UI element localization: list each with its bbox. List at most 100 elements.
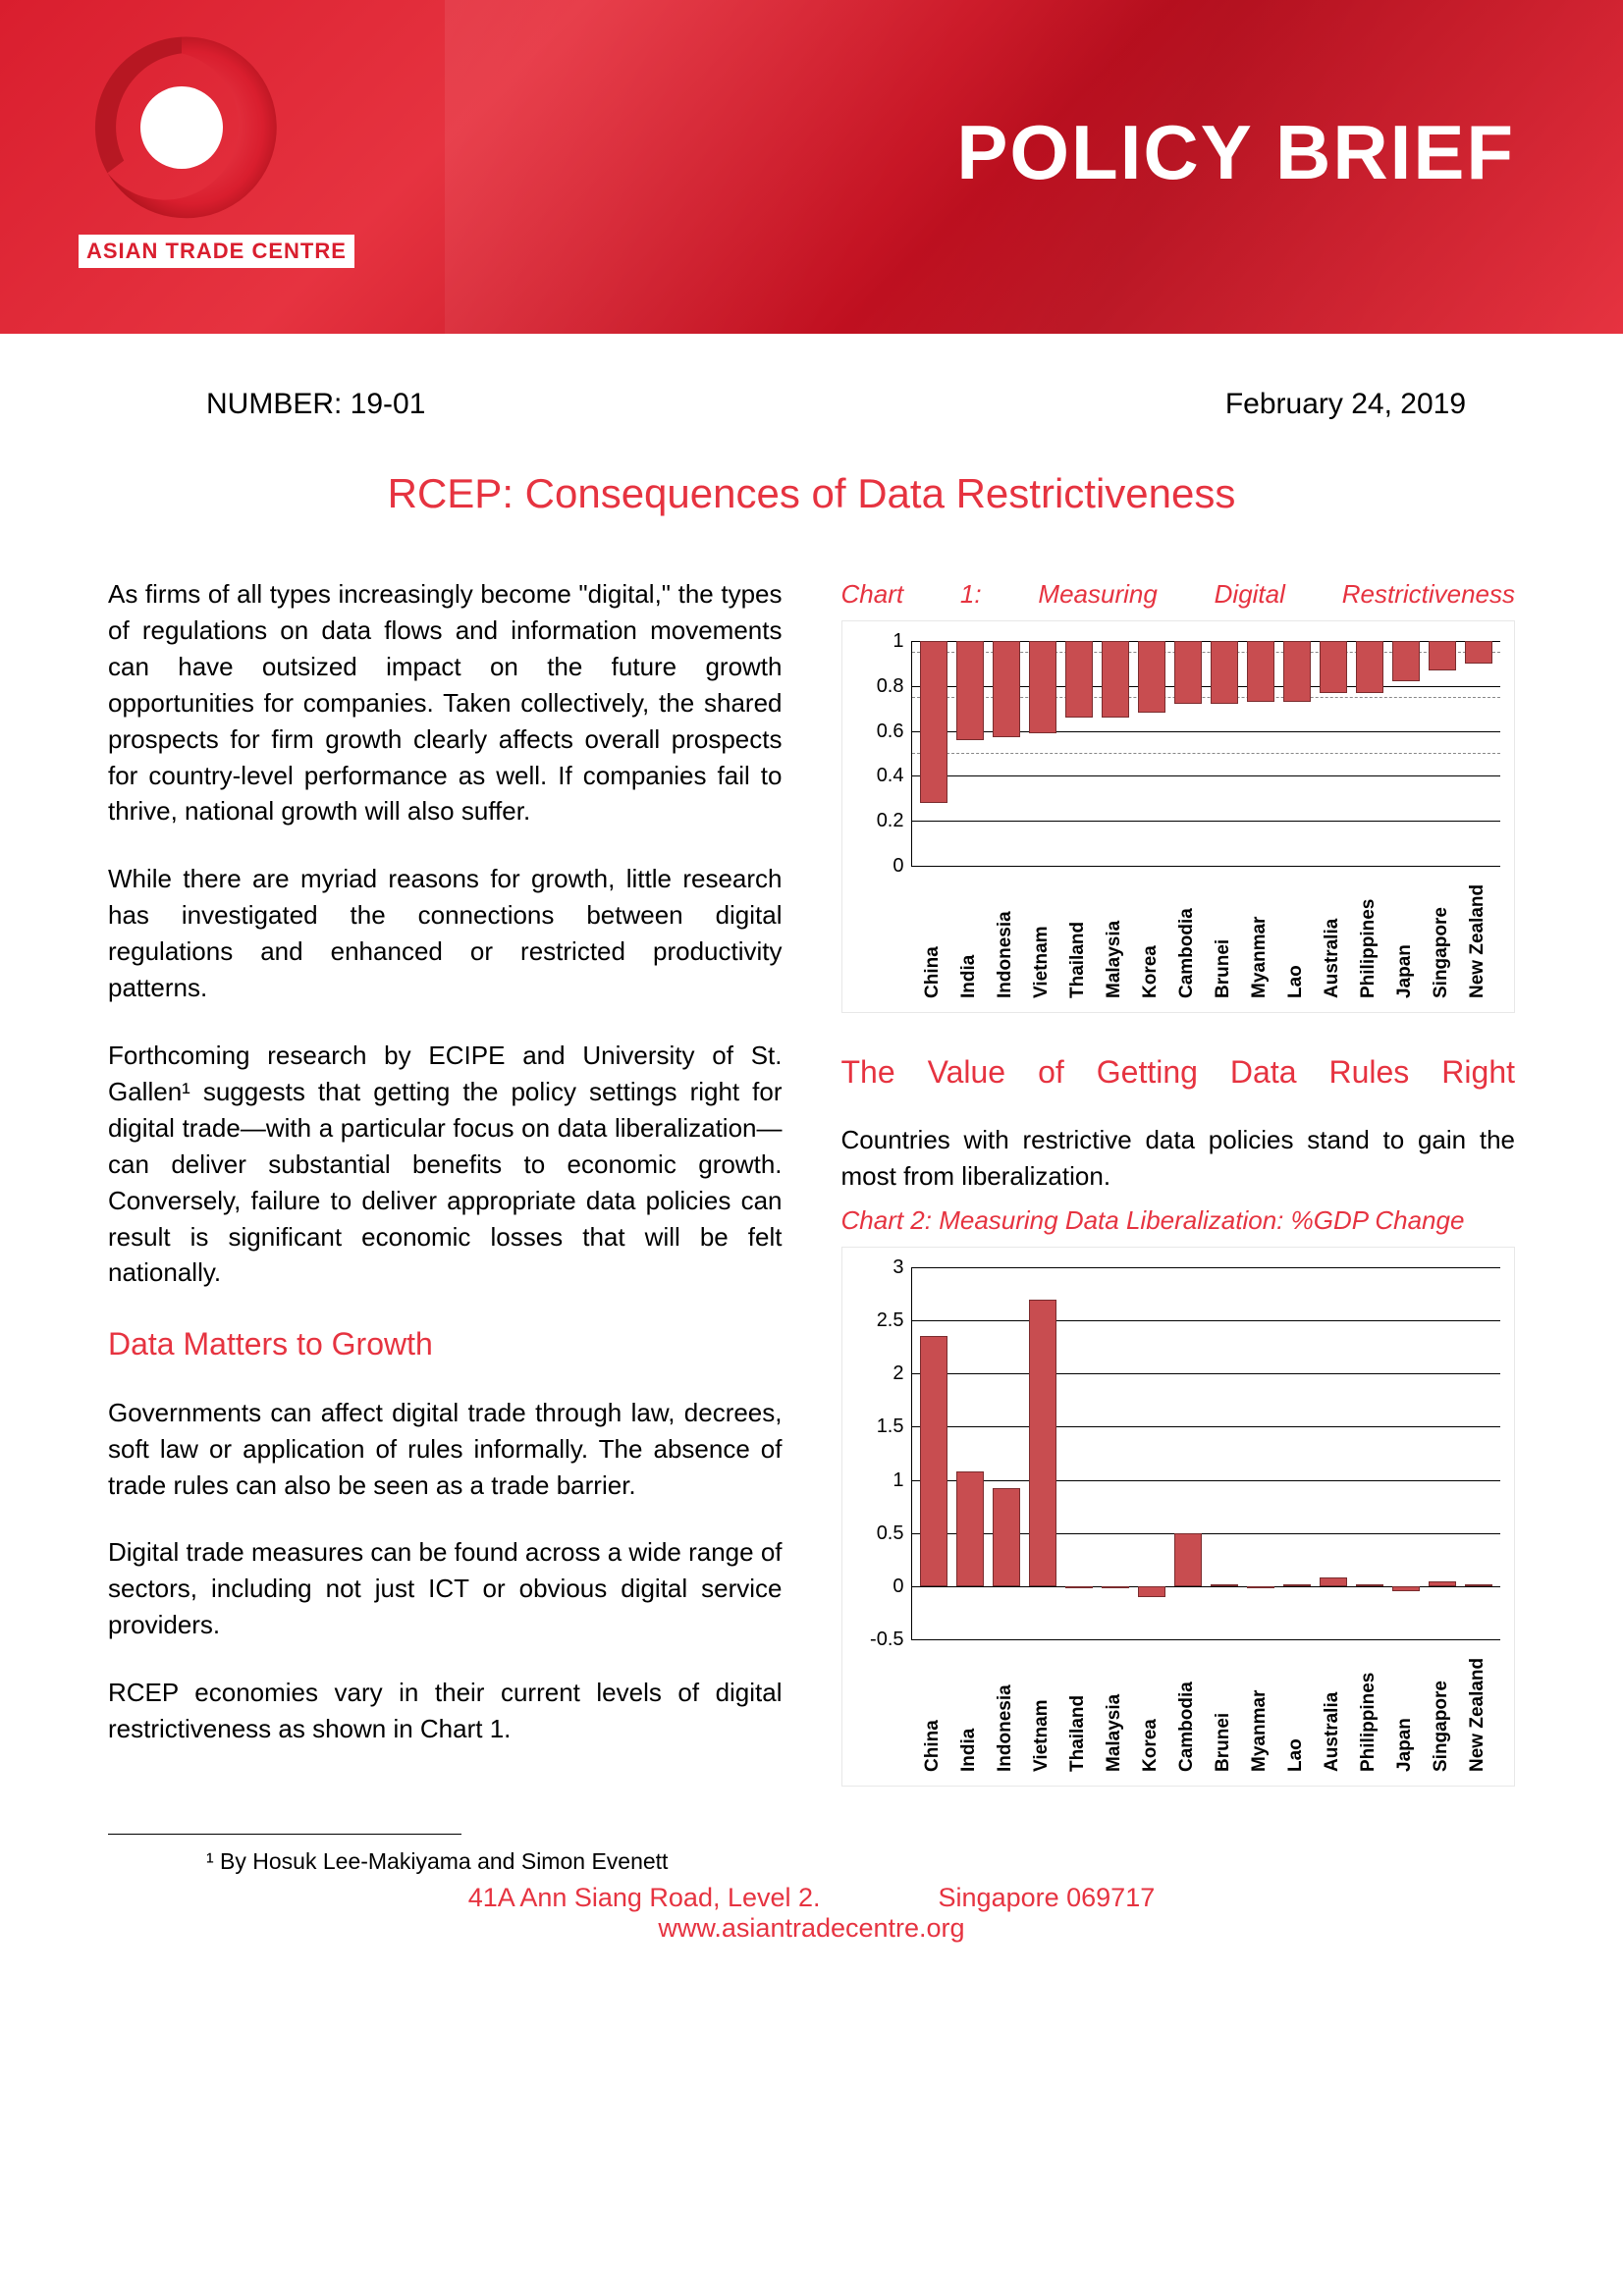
x-tick-label: Malaysia — [1099, 871, 1131, 998]
paragraph: While there are myriad reasons for growt… — [108, 861, 783, 1006]
x-tick-label: Philippines — [1353, 1644, 1385, 1772]
x-tick-label: Australia — [1317, 1644, 1349, 1772]
issue-date: February 24, 2019 — [1225, 388, 1466, 421]
y-tick-label: 2 — [861, 1360, 904, 1387]
chart-bar — [993, 641, 1020, 737]
chart-bar — [1356, 1584, 1383, 1586]
x-tick-label: India — [953, 1644, 986, 1772]
y-tick-label: 0.2 — [861, 807, 904, 834]
x-tick-label: New Zealand — [1462, 871, 1494, 998]
footnote-divider — [108, 1834, 461, 1835]
logo-swirl-icon — [79, 25, 285, 231]
x-tick-label: Brunei — [1208, 1644, 1240, 1772]
chart-bar — [1174, 641, 1202, 704]
chart-bar — [1211, 1584, 1238, 1586]
y-tick-label: 3 — [861, 1254, 904, 1281]
content-columns: As firms of all types increasingly becom… — [0, 517, 1623, 1824]
chart-bar — [956, 641, 984, 740]
paragraph: Countries with restrictive data policies… — [841, 1122, 1516, 1195]
section-heading-text: The Value of Getting Data Rules Right — [841, 1054, 1516, 1090]
issue-number: NUMBER: 19-01 — [206, 388, 425, 421]
chart-bar — [1465, 641, 1492, 664]
x-tick-label: New Zealand — [1462, 1644, 1494, 1772]
chart-bar — [920, 1336, 947, 1585]
banner-title: POLICY BRIEF — [956, 108, 1515, 197]
footer: 41A Ann Siang Road, Level 2.Singapore 06… — [0, 1883, 1623, 1944]
chart1-x-axis-labels: ChinaIndiaIndonesiaVietnamThailandMalays… — [911, 867, 1501, 998]
section-heading: Data Matters to Growth — [108, 1322, 783, 1366]
paragraph: Digital trade measures can be found acro… — [108, 1534, 783, 1643]
chart-bar — [993, 1488, 1020, 1586]
x-tick-label: Singapore — [1426, 871, 1458, 998]
x-tick-label: Lao — [1280, 1644, 1313, 1772]
x-tick-label: Lao — [1280, 871, 1313, 998]
chart-bar — [956, 1471, 984, 1586]
chart-bar — [1138, 641, 1165, 713]
x-tick-label: Japan — [1389, 871, 1422, 998]
logo: ASIAN TRADE CENTRE — [79, 25, 354, 268]
chart-bar — [1247, 1586, 1274, 1588]
chart2-plot-area: -0.500.511.522.53 — [911, 1267, 1501, 1640]
y-tick-label: 1 — [861, 627, 904, 655]
x-tick-label: Vietnam — [1026, 871, 1058, 998]
org-name: ASIAN TRADE CENTRE — [79, 235, 354, 268]
y-tick-label: 0.8 — [861, 672, 904, 700]
header-banner: ASIAN TRADE CENTRE POLICY BRIEF — [0, 0, 1623, 334]
x-tick-label: Thailand — [1062, 1644, 1095, 1772]
chart-bar — [1429, 641, 1456, 670]
x-tick-label: Singapore — [1426, 1644, 1458, 1772]
y-tick-label: 1 — [861, 1466, 904, 1493]
chart-bar — [1392, 1586, 1420, 1591]
chart-bar — [1283, 1584, 1311, 1586]
chart-bar — [1283, 641, 1311, 702]
chart-bar — [1065, 641, 1093, 718]
x-tick-label: Brunei — [1208, 871, 1240, 998]
chart2-x-axis-labels: ChinaIndiaIndonesiaVietnamThailandMalays… — [911, 1640, 1501, 1772]
y-tick-label: 0.6 — [861, 717, 904, 744]
y-tick-label: -0.5 — [861, 1626, 904, 1653]
chart-bar — [1247, 641, 1274, 702]
x-tick-label: Australia — [1317, 871, 1349, 998]
x-tick-label: Japan — [1389, 1644, 1422, 1772]
chart1-plot-area: 00.20.40.60.81 — [911, 641, 1501, 867]
x-tick-label: Myanmar — [1244, 871, 1276, 998]
footnote-text: ¹ By Hosuk Lee-Makiyama and Simon Evenet… — [0, 1848, 1623, 1875]
x-tick-label: Indonesia — [990, 871, 1022, 998]
y-tick-label: 1.5 — [861, 1413, 904, 1440]
x-tick-label: Philippines — [1353, 871, 1385, 998]
x-tick-label: Cambodia — [1171, 1644, 1204, 1772]
chart1: 00.20.40.60.81 ChinaIndiaIndonesiaVietna… — [841, 620, 1516, 1013]
chart-bar — [920, 641, 947, 803]
paragraph: Forthcoming research by ECIPE and Univer… — [108, 1038, 783, 1291]
x-tick-label: Malaysia — [1099, 1644, 1131, 1772]
y-tick-label: 0.5 — [861, 1520, 904, 1547]
paragraph: Governments can affect digital trade thr… — [108, 1395, 783, 1504]
document-title: RCEP: Consequences of Data Restrictivene… — [0, 470, 1623, 517]
y-tick-label: 2.5 — [861, 1307, 904, 1334]
chart-bar — [1102, 641, 1129, 718]
paragraph: As firms of all types increasingly becom… — [108, 576, 783, 829]
footer-url: www.asiantradecentre.org — [658, 1913, 964, 1943]
chart2-title: Chart 2: Measuring Data Liberalization: … — [841, 1202, 1516, 1239]
chart2: -0.500.511.522.53 ChinaIndiaIndonesiaVie… — [841, 1247, 1516, 1787]
x-tick-label: Vietnam — [1026, 1644, 1058, 1772]
x-tick-label: Thailand — [1062, 871, 1095, 998]
chart-bar — [1174, 1533, 1202, 1586]
chart-bar — [1065, 1586, 1093, 1588]
chart-bar — [1029, 1300, 1056, 1586]
chart-bar — [1465, 1584, 1492, 1586]
x-tick-label: Cambodia — [1171, 871, 1204, 998]
chart-bar — [1138, 1586, 1165, 1597]
footer-address: 41A Ann Siang Road, Level 2. — [468, 1883, 821, 1912]
chart1-title: Chart 1: Measuring Digital Restrictivene… — [841, 576, 1516, 613]
chart-bar — [1392, 641, 1420, 681]
chart-bar — [1429, 1581, 1456, 1586]
chart-bar — [1029, 641, 1056, 733]
chart-bar — [1102, 1586, 1129, 1588]
x-tick-label: Indonesia — [990, 1644, 1022, 1772]
left-column: As firms of all types increasingly becom… — [108, 576, 783, 1824]
x-tick-label: Myanmar — [1244, 1644, 1276, 1772]
chart-bar — [1211, 641, 1238, 704]
x-tick-label: Korea — [1135, 1644, 1167, 1772]
y-tick-label: 0 — [861, 1573, 904, 1600]
